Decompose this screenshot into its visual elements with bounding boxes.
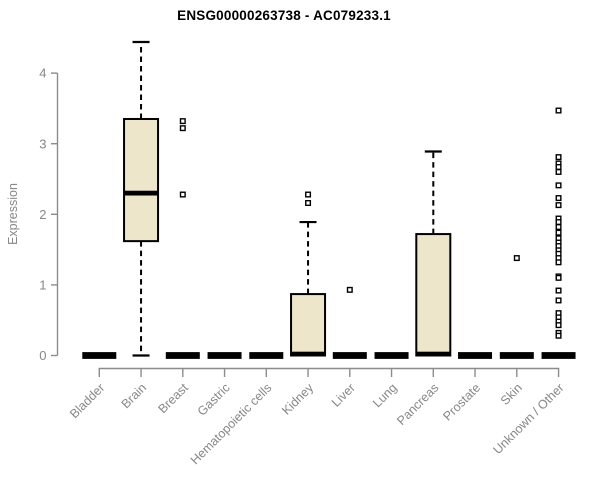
x-tick-label: Pancreas	[394, 381, 441, 428]
outlier-point	[555, 107, 562, 114]
x-tick-label: Liver	[329, 381, 358, 410]
outlier-point	[305, 191, 312, 198]
outlier-point	[555, 154, 562, 161]
y-tick-label: 2	[39, 207, 46, 222]
flat-box-11	[541, 352, 576, 359]
box-1	[123, 117, 160, 243]
outlier-point	[555, 168, 562, 175]
x-tick-label: Prostate	[440, 381, 483, 424]
y-tick-label: 0	[39, 348, 46, 363]
outlier-point	[555, 224, 562, 231]
flat-box-4	[249, 352, 284, 359]
outlier-point	[305, 200, 312, 207]
flat-box-0	[82, 352, 117, 359]
outlier-point	[555, 297, 562, 304]
x-tick-label: Skin	[498, 381, 525, 408]
flat-box-3	[207, 352, 242, 359]
outlier-point	[555, 274, 562, 281]
x-tick-label: Unknown / Other	[490, 381, 566, 457]
outlier-point	[555, 332, 562, 339]
outlier-point	[346, 286, 353, 293]
outlier-point	[555, 195, 562, 202]
median-line	[124, 190, 159, 196]
x-tick-label: Breast	[155, 380, 191, 416]
outlier-point	[555, 229, 562, 236]
outlier-point	[179, 125, 186, 132]
x-tick-label: Hematopoietic cells	[188, 381, 275, 468]
y-tick-label: 1	[39, 278, 46, 293]
flat-box-10	[499, 352, 534, 359]
flat-box-9	[458, 352, 493, 359]
flat-box-7	[374, 352, 409, 359]
x-tick-label: Kidney	[279, 380, 316, 417]
outlier-point	[555, 202, 562, 209]
outlier-point	[555, 322, 562, 329]
x-tick-label: Bladder	[67, 381, 107, 421]
y-axis-title: Expression	[6, 183, 20, 245]
outlier-point	[513, 255, 520, 262]
median-line	[291, 351, 326, 357]
box-8	[415, 233, 452, 357]
x-tick-label: Gastric	[195, 381, 233, 419]
chart-title: ENSG00000263738 - AC079233.1	[177, 8, 391, 23]
outlier-point	[555, 287, 562, 294]
box-5	[290, 293, 327, 357]
outlier-point	[555, 219, 562, 226]
y-tick-label: 4	[39, 66, 46, 81]
outlier-point	[555, 163, 562, 170]
y-tick-label: 3	[39, 136, 46, 151]
outlier-point	[179, 118, 186, 125]
median-line	[416, 351, 451, 357]
outlier-point	[179, 191, 186, 198]
x-tick-label: Lung	[370, 381, 400, 411]
outlier-point	[555, 182, 562, 189]
x-tick-label: Brain	[119, 381, 150, 412]
flat-box-6	[332, 352, 367, 359]
outlier-point	[555, 259, 562, 266]
flat-box-2	[165, 352, 200, 359]
